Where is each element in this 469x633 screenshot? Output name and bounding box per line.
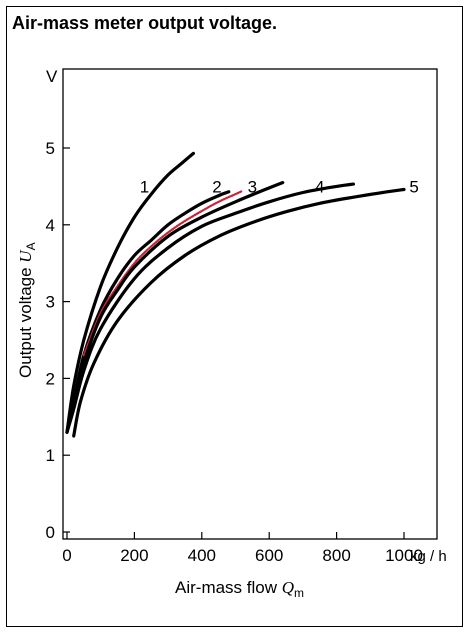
series-line-4 <box>65 182 355 434</box>
x-tick-label: 0 <box>62 546 71 565</box>
x-tick-label: 400 <box>188 546 216 565</box>
series-line-5 <box>72 187 406 438</box>
series-label-4: 4 <box>315 177 324 196</box>
y-tick-label: 3 <box>46 293 55 312</box>
y-tick-label: 5 <box>46 139 55 158</box>
x-tick-label: 200 <box>120 546 148 565</box>
y-axis-ticks: 0 1 2 3 4 5 <box>46 139 70 542</box>
y-tick-label: 0 <box>46 523 55 542</box>
series-line-2 <box>65 190 231 434</box>
x-axis-ticks: 0 200 400 600 800 1000 <box>62 532 423 565</box>
series-line-1 <box>65 151 195 434</box>
x-tick-label: 800 <box>322 546 350 565</box>
y-unit-label: V <box>46 67 58 86</box>
series-line-dotted-2 <box>82 189 244 357</box>
figure-frame <box>6 6 463 627</box>
y-tick-label: 1 <box>46 446 55 465</box>
x-tick-label: 600 <box>255 546 283 565</box>
series-curves <box>65 151 406 438</box>
plot-area <box>62 68 438 540</box>
y-tick-label: 4 <box>46 216 55 235</box>
series-labels: 1 2 3 4 5 <box>140 177 419 196</box>
x-tick-label: 1000 <box>385 546 423 565</box>
y-axis-label-symbol: U <box>16 249 35 263</box>
y-axis-label: Output voltage UA <box>16 242 38 378</box>
y-axis-label-sub: A <box>24 242 38 250</box>
x-axis-label: Air-mass flow Qm <box>175 578 304 600</box>
x-unit-label: kg / h <box>410 548 447 565</box>
x-axis-label-sub: m <box>294 586 304 600</box>
x-axis-label-symbol: Q <box>282 578 294 597</box>
series-label-5: 5 <box>409 177 418 196</box>
series-label-1: 1 <box>140 177 149 196</box>
y-tick-label: 2 <box>46 369 55 388</box>
series-line-3 <box>65 181 285 434</box>
series-label-3: 3 <box>248 177 257 196</box>
x-axis-label-text: Air-mass flow <box>175 578 282 597</box>
chart-title: Air-mass meter output voltage. <box>12 13 278 33</box>
y-axis-label-text: Output voltage <box>16 263 35 378</box>
series-label-2: 2 <box>212 177 221 196</box>
